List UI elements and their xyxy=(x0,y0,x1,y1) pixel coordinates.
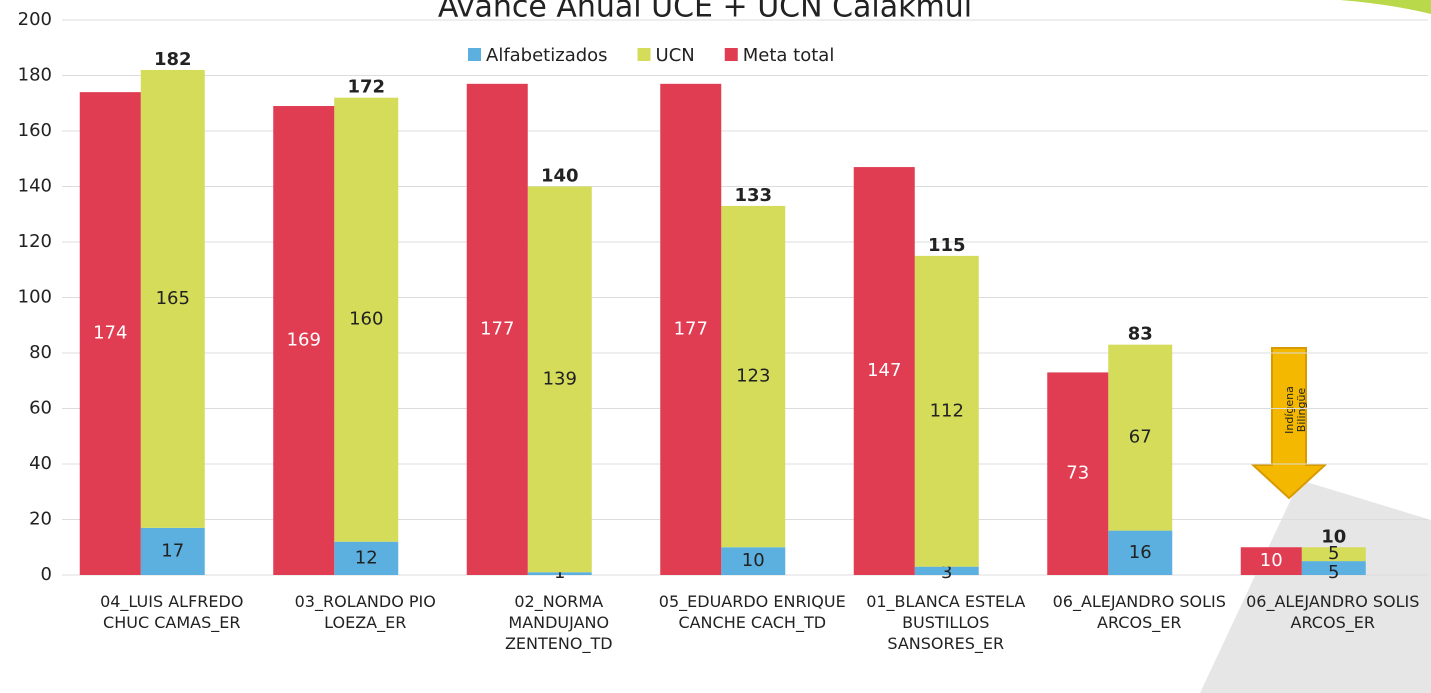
bar xyxy=(660,83,722,575)
data-label: 5 xyxy=(1328,543,1339,564)
data-label: 10 xyxy=(1260,550,1283,571)
y-tick-label: 20 xyxy=(29,509,52,530)
data-label: 177 xyxy=(674,318,708,339)
data-label: 112 xyxy=(930,400,964,421)
data-label: 165 xyxy=(156,288,190,309)
x-tick-label: 02_NORMA MANDUJANO ZENTENO_TD xyxy=(504,592,613,653)
bar xyxy=(853,167,915,575)
total-label: 182 xyxy=(154,49,192,70)
x-tick-label: 03_ROLANDO PIO LOEZA_ER xyxy=(294,592,436,632)
bar xyxy=(1240,547,1302,575)
x-tick-label: 06_ALEJANDRO SOLIS ARCOS_ER xyxy=(1052,592,1226,632)
bar xyxy=(527,186,592,573)
total-label: 140 xyxy=(541,166,579,187)
data-label: 16 xyxy=(1129,542,1152,563)
data-label: 177 xyxy=(480,318,514,339)
y-tick-label: 160 xyxy=(18,120,52,141)
x-tick-label: 05_EDUARDO ENRIQUE CANCHE CACH_TD xyxy=(658,592,846,632)
y-tick-label: 180 xyxy=(18,65,52,86)
data-label: 10 xyxy=(742,550,765,571)
bar xyxy=(140,527,205,575)
x-tick-label: 04_LUIS ALFREDO CHUC CAMAS_ER xyxy=(100,592,244,632)
bar xyxy=(527,572,592,575)
x-tick-label: 06_ALEJANDRO SOLIS ARCOS_ER xyxy=(1246,592,1420,632)
legend-swatch xyxy=(468,48,481,61)
bar xyxy=(1301,561,1366,575)
total-label: 133 xyxy=(734,185,772,206)
annotation: Indígena xyxy=(1283,386,1296,434)
y-tick-label: 140 xyxy=(18,176,52,197)
y-tick-label: 60 xyxy=(29,398,52,419)
y-tick-label: 100 xyxy=(18,287,52,308)
data-label: 147 xyxy=(867,360,901,381)
legend-label: UCN xyxy=(656,45,695,66)
data-label: 139 xyxy=(543,368,577,389)
data-label: 3 xyxy=(941,562,952,583)
data-label: 1 xyxy=(554,562,565,583)
bar xyxy=(273,106,335,576)
annotation: Bilingüe xyxy=(1295,388,1308,433)
data-label: 174 xyxy=(93,323,127,344)
data-label: 73 xyxy=(1066,463,1089,484)
total-label: 115 xyxy=(928,235,966,256)
total-label: 172 xyxy=(347,77,385,98)
bar xyxy=(79,92,141,576)
background-shape xyxy=(1200,480,1431,693)
legend-swatch xyxy=(724,48,738,61)
bar xyxy=(1301,547,1366,562)
data-label: 169 xyxy=(287,330,321,351)
bar xyxy=(334,541,399,575)
legend-label: Alfabetizados xyxy=(486,45,608,66)
data-label: 67 xyxy=(1129,427,1152,448)
data-label: 160 xyxy=(349,309,383,330)
chart-title: Avance Anual UCE + UCN Calakmul xyxy=(438,0,972,25)
bar xyxy=(914,255,979,567)
bar xyxy=(1047,372,1109,575)
data-label: 12 xyxy=(355,547,378,568)
bar xyxy=(334,97,399,542)
bar xyxy=(914,566,979,575)
bar xyxy=(721,205,786,548)
legend-label: Meta total xyxy=(743,45,835,66)
y-tick-label: 80 xyxy=(29,342,52,363)
y-tick-label: 200 xyxy=(18,9,52,30)
bar xyxy=(1108,344,1173,531)
data-label: 5 xyxy=(1328,562,1339,583)
bar xyxy=(140,69,205,528)
bar xyxy=(466,83,528,575)
total-label: 83 xyxy=(1128,324,1153,345)
total-label: 10 xyxy=(1321,526,1346,547)
legend-swatch xyxy=(637,48,651,61)
data-label: 17 xyxy=(161,540,184,561)
bar xyxy=(721,547,786,575)
bar xyxy=(1108,530,1173,575)
data-label: 123 xyxy=(736,366,770,387)
x-tick-label: 01_BLANCA ESTELA BUSTILLOS SANSORES_ER xyxy=(866,592,1026,653)
y-tick-label: 40 xyxy=(29,453,52,474)
background-shape xyxy=(1340,0,1431,14)
annotation-arrow xyxy=(1250,347,1328,500)
y-tick-label: 120 xyxy=(18,231,52,252)
y-tick-label: 0 xyxy=(41,564,52,585)
